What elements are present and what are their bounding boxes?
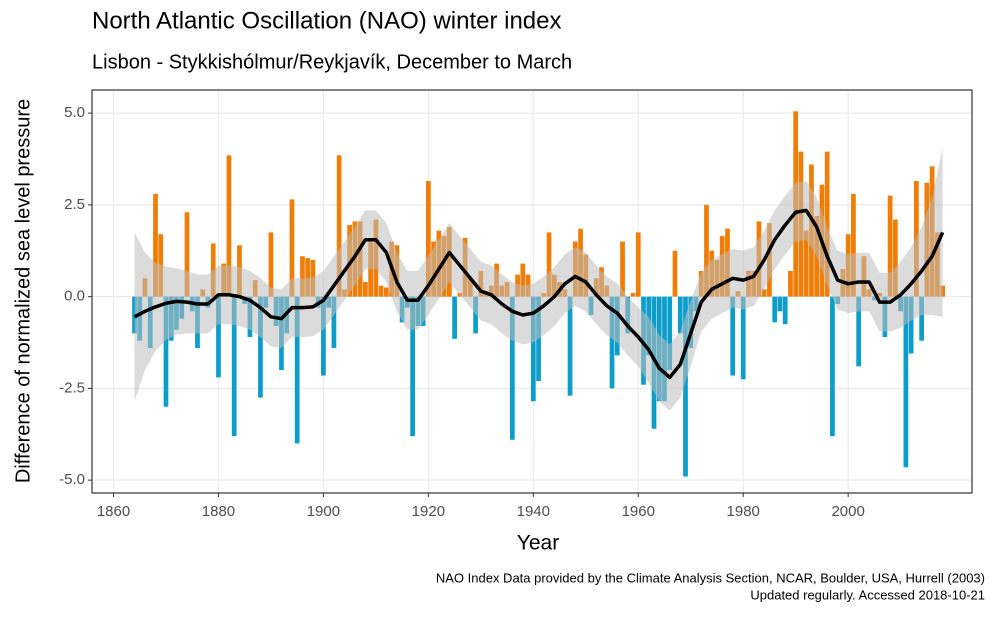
bar	[908, 296, 914, 354]
bar	[258, 296, 263, 398]
bar	[803, 230, 809, 297]
x-axis-label: Year	[517, 532, 559, 555]
bar	[772, 296, 778, 323]
bar	[153, 193, 158, 297]
bar	[321, 296, 326, 376]
x-tick-label: 1860	[97, 503, 130, 520]
x-tick-label: 1920	[412, 503, 445, 520]
bar	[761, 289, 767, 297]
x-tick-label: 1960	[622, 503, 655, 520]
bar	[426, 181, 431, 297]
bar	[231, 296, 237, 437]
bar	[268, 232, 274, 297]
bar	[546, 232, 552, 297]
bar	[520, 263, 526, 297]
bar	[567, 296, 573, 396]
bar	[903, 296, 909, 468]
confidence-band	[134, 147, 943, 411]
y-axis-label: Difference of normalized sea level press…	[12, 99, 34, 483]
smooth-line	[133, 208, 945, 380]
bar	[667, 296, 673, 371]
bar	[289, 199, 295, 297]
bar	[216, 296, 221, 378]
bar	[740, 296, 746, 380]
bar	[824, 151, 830, 297]
bar	[609, 296, 615, 389]
chart-subtitle: Lisbon - Stykkishólmur/Reykjavík, Decemb…	[92, 51, 572, 73]
bar	[530, 296, 536, 402]
bar	[509, 296, 515, 440]
bar	[473, 296, 478, 334]
bar	[777, 296, 783, 312]
bar	[672, 250, 678, 297]
bar	[363, 281, 368, 297]
bar	[893, 219, 898, 297]
bar	[730, 296, 736, 376]
bar	[856, 296, 862, 367]
caption: Updated regularly. Accessed 2018-10-21	[750, 587, 985, 602]
y-tick-label: 0.0	[64, 288, 85, 305]
caption: NAO Index Data provided by the Climate A…	[436, 570, 985, 585]
bar	[887, 195, 893, 297]
chart-title: North Atlantic Oscillation (NAO) winter …	[92, 7, 562, 34]
bar	[677, 296, 683, 334]
bar	[919, 296, 924, 341]
bar	[620, 241, 625, 297]
bar	[331, 296, 337, 349]
bar	[851, 193, 856, 297]
bar	[635, 232, 641, 297]
bar	[683, 296, 688, 477]
bar	[384, 287, 389, 297]
bar	[184, 212, 190, 297]
x-tick-label: 1900	[307, 503, 340, 520]
bar	[630, 292, 636, 297]
x-tick-label: 1980	[727, 503, 760, 520]
y-tick-label: -5.0	[59, 471, 85, 488]
x-tick-label: 1880	[202, 503, 235, 520]
bar	[226, 155, 232, 297]
bar	[830, 296, 835, 437]
bar	[704, 204, 709, 297]
bar	[305, 258, 311, 297]
bar	[294, 296, 300, 444]
bar	[410, 296, 415, 437]
x-tick-label: 2000	[831, 503, 864, 520]
bar	[378, 285, 384, 297]
y-tick-label: -2.5	[59, 379, 85, 396]
bar	[336, 155, 342, 297]
panel-border	[91, 89, 973, 494]
bar	[300, 256, 305, 297]
x-tick-label: 1940	[517, 503, 550, 520]
y-tick-label: 5.0	[64, 104, 85, 121]
bar	[782, 296, 788, 325]
y-tick-label: 2.5	[64, 196, 85, 213]
bar	[788, 270, 793, 297]
bar	[452, 296, 457, 339]
bar	[163, 296, 169, 407]
